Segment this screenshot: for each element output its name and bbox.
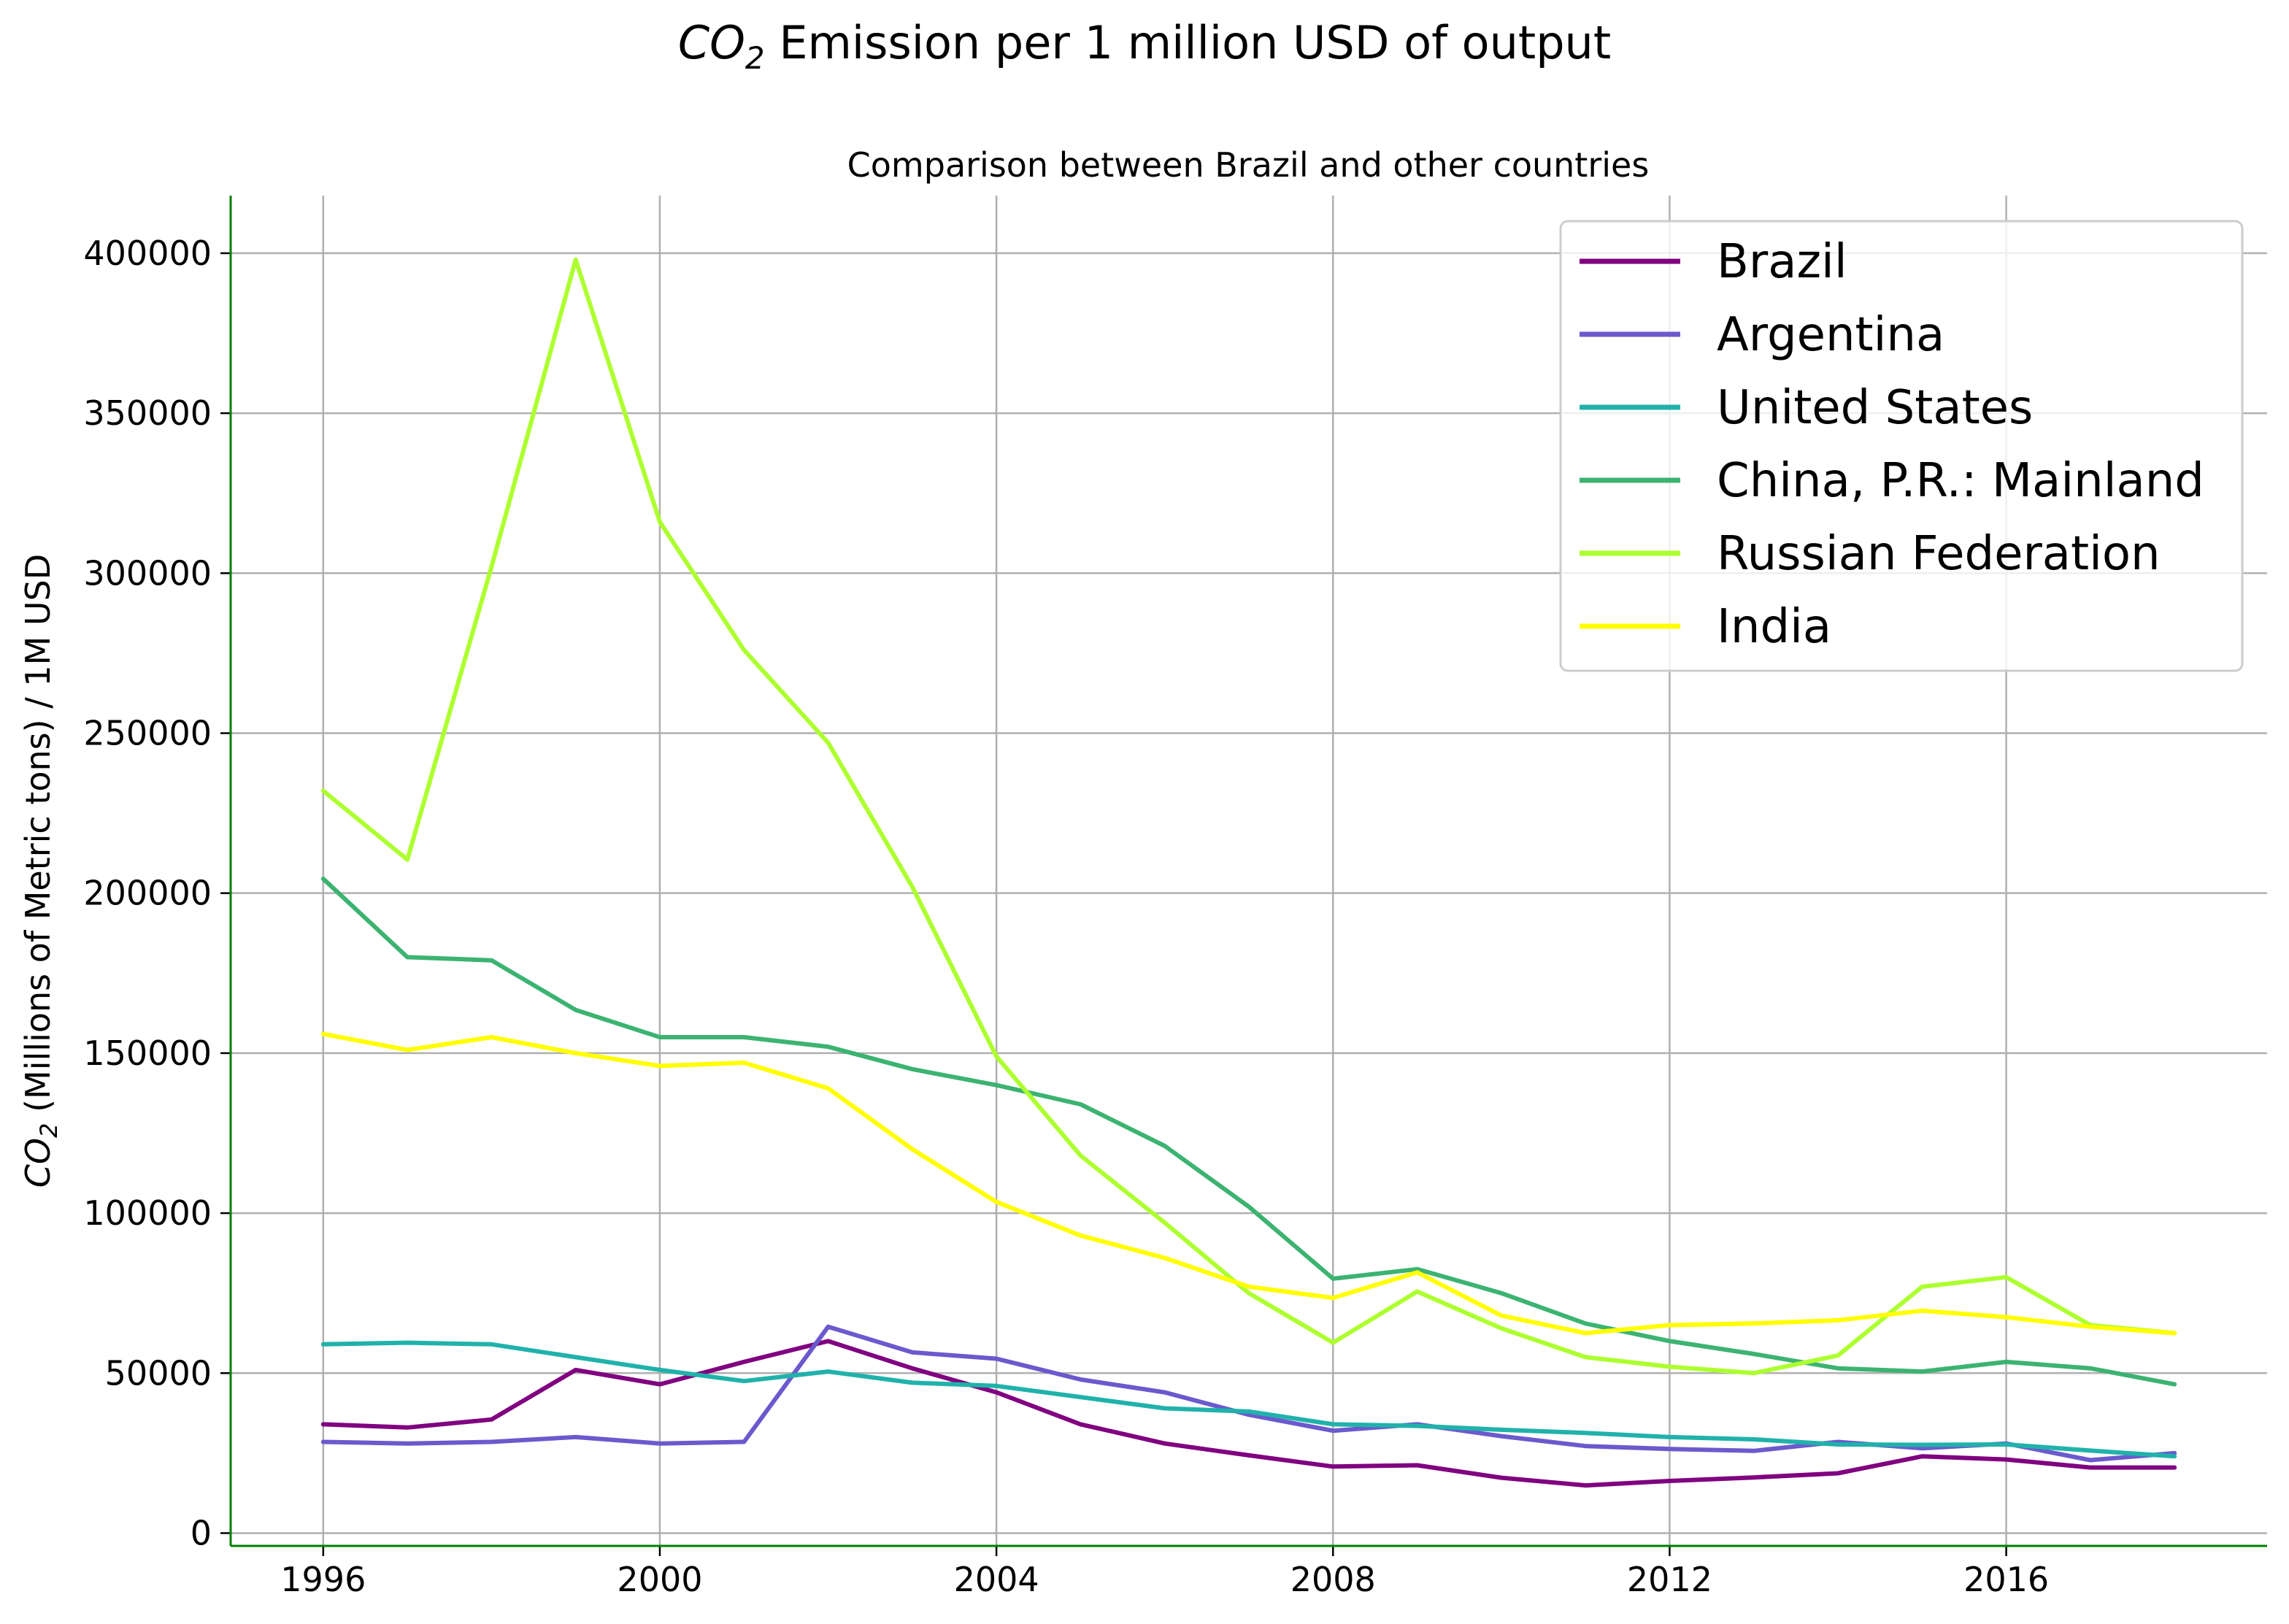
legend-frame <box>1559 220 2244 672</box>
legend-label-china-p-r-mainland: China, P.R.: Mainland <box>1717 454 2204 508</box>
legend-label-argentina: Argentina <box>1717 308 1944 362</box>
y-tick-label: 100000 <box>83 1193 212 1233</box>
legend: Brazil Argentina United States China, P.R.:… <box>1559 220 2244 672</box>
y-tick-label: 300000 <box>83 553 212 593</box>
y-tick-label: 250000 <box>83 713 212 753</box>
series-line-argentina <box>320 1324 2177 1463</box>
x-tick-label: 2008 <box>1290 1560 1376 1599</box>
x-tick-label: 2000 <box>617 1560 702 1599</box>
y-axis-ticks: 0 50000 100000 150000 200000 250000 300000 3500… <box>83 234 231 1552</box>
legend-label-india: India <box>1717 600 1831 654</box>
legend-label-united-states: United States <box>1717 381 2033 435</box>
series-line-brazil <box>320 1339 2177 1488</box>
x-tick-label: 2004 <box>954 1560 1039 1599</box>
legend-label-russian-federation: Russian Federation <box>1717 527 2161 581</box>
series-line-united-states <box>320 1340 2177 1459</box>
y-axis-label: CO2 (Millions of Metric tons) / 1M USD <box>18 554 63 1188</box>
y-tick-label: 350000 <box>83 393 212 433</box>
x-axis-ticks: 1996 2000 2004 2008 2012 2016 <box>280 1546 2049 1599</box>
chart-subtitle: Comparison between Brazil and other coun… <box>847 145 1650 185</box>
y-tick-label: 400000 <box>83 234 212 273</box>
series-line-russian-federation <box>320 257 2177 1376</box>
chart-title: CO2 Emission per 1 million USD of output <box>678 16 1611 76</box>
x-tick-label: 2016 <box>1963 1560 2049 1599</box>
series-lines <box>320 257 2177 1488</box>
x-tick-label: 2012 <box>1627 1560 1712 1599</box>
y-tick-label: 200000 <box>83 874 212 913</box>
series-line-china-p-r-mainland <box>320 877 2177 1387</box>
series-line-india <box>320 1031 2177 1336</box>
y-tick-label: 150000 <box>83 1034 212 1073</box>
y-tick-label: 0 <box>191 1513 212 1552</box>
y-tick-label: 50000 <box>105 1353 212 1393</box>
legend-label-brazil: Brazil <box>1717 235 1847 289</box>
x-tick-label: 1996 <box>280 1560 366 1599</box>
